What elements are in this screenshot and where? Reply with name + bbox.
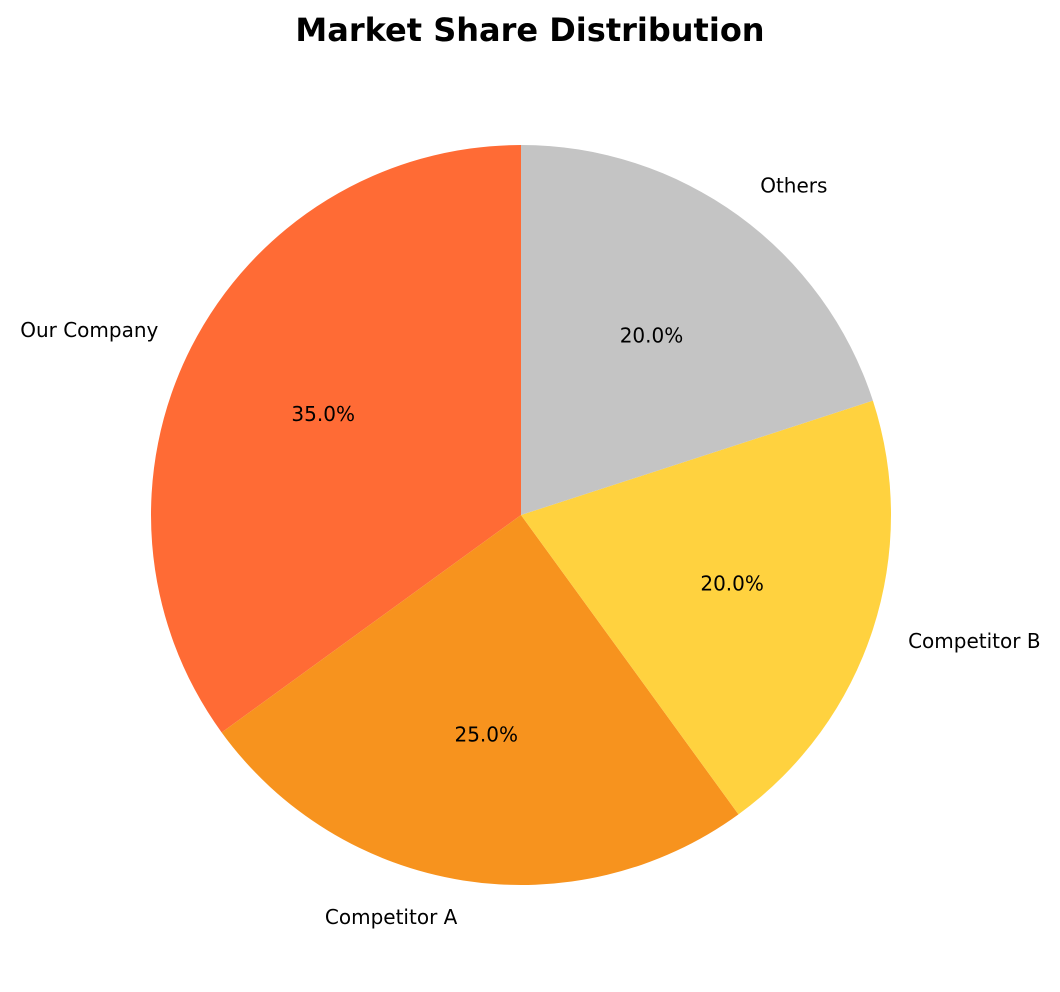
slice-label-our-company: Our Company — [20, 318, 158, 342]
chart-title: Market Share Distribution — [295, 11, 765, 49]
pie-slice-competitor-a — [221, 515, 739, 885]
slice-label-others: Others — [760, 174, 827, 198]
pct-label-competitor-a: 25.0% — [454, 722, 518, 746]
pie-slice-others — [521, 145, 873, 515]
pct-label-our-company: 35.0% — [291, 402, 355, 426]
pie-slice-our-company — [150, 145, 521, 733]
pct-label-others: 20.0% — [620, 323, 684, 347]
pct-label-competitor-b: 20.0% — [700, 572, 764, 596]
slice-label-competitor-a: Competitor A — [325, 905, 458, 929]
slice-label-competitor-b: Competitor B — [908, 629, 1040, 653]
pie-slice-competitor-b — [521, 400, 892, 815]
